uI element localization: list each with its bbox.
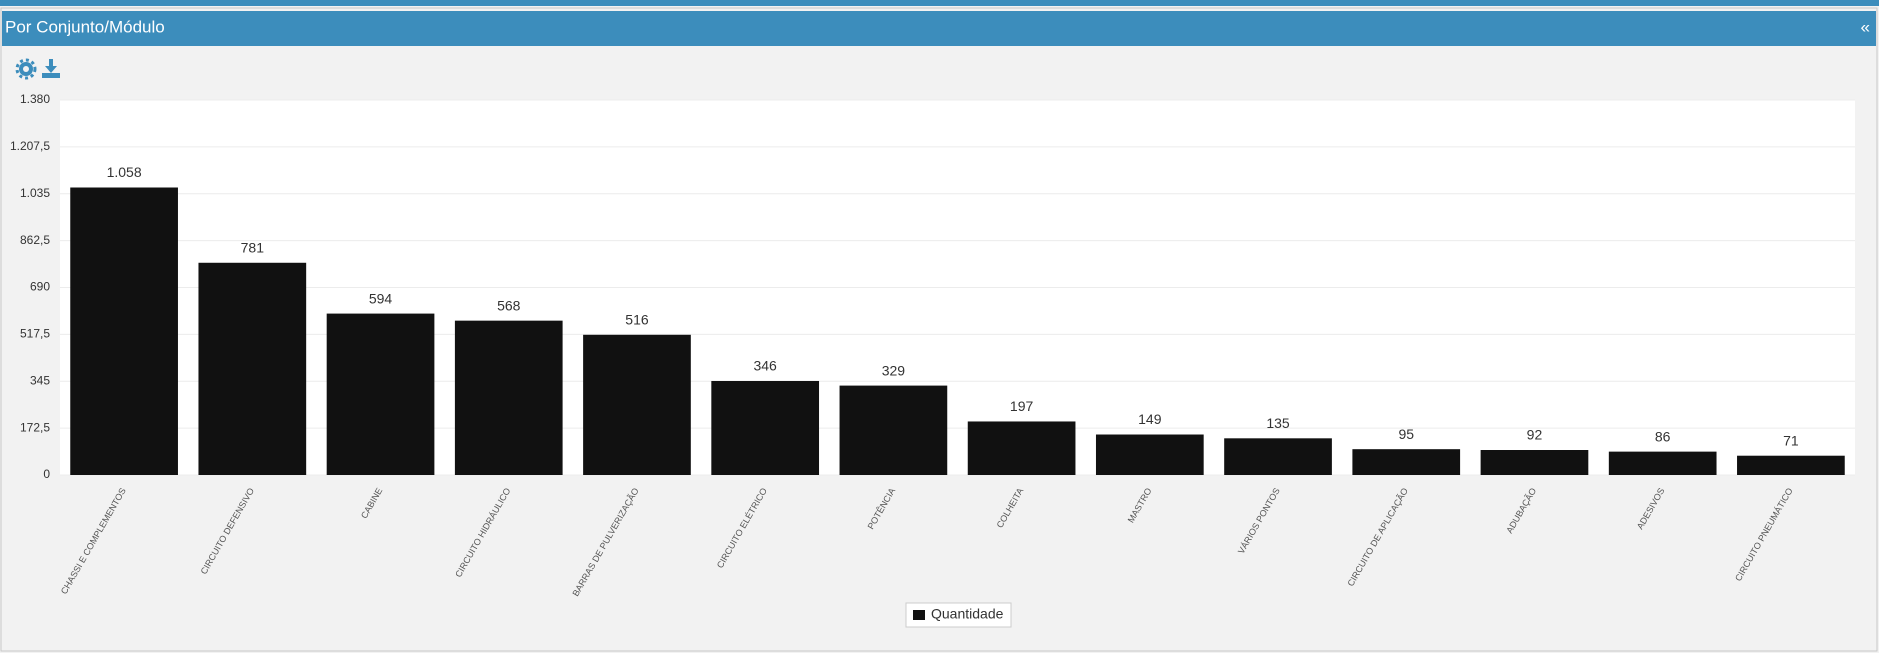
- data-label: 86: [1655, 428, 1671, 444]
- gear-teeth: [15, 58, 37, 80]
- bar: [1352, 449, 1461, 475]
- bar: [711, 380, 820, 475]
- bar: [1737, 455, 1845, 475]
- bar: [326, 313, 435, 475]
- data-label: 71: [1783, 432, 1799, 448]
- y-tick-label: 1.380: [20, 92, 50, 106]
- y-tick-label: 517,5: [20, 327, 50, 341]
- legend: Quantidade: [905, 602, 1012, 628]
- data-label: 92: [1527, 427, 1543, 443]
- data-label: 1.058: [107, 164, 142, 180]
- data-label: 197: [1010, 398, 1034, 414]
- legend-label: Quantidade: [931, 606, 1004, 622]
- bar: [839, 385, 948, 475]
- bar: [454, 320, 563, 475]
- data-label: 346: [753, 358, 777, 374]
- settings-icon[interactable]: [15, 58, 37, 80]
- data-label: 135: [1266, 415, 1290, 431]
- bar: [1224, 438, 1332, 475]
- y-tick-label: 862,5: [20, 233, 50, 247]
- y-tick-label: 345: [30, 373, 50, 387]
- bar: [198, 262, 307, 475]
- y-tick-label: 1.035: [20, 186, 50, 200]
- bar: [1480, 450, 1589, 475]
- data-label: 781: [241, 239, 265, 255]
- data-label: 516: [625, 311, 649, 327]
- download-icon[interactable]: [42, 59, 60, 78]
- bar: [1095, 434, 1204, 475]
- y-tick-label: 0: [43, 467, 50, 481]
- data-label: 149: [1138, 411, 1162, 427]
- data-label: 329: [882, 362, 906, 378]
- tray: [42, 73, 60, 78]
- collapse-button[interactable]: «: [1861, 17, 1870, 36]
- legend-swatch: [913, 610, 925, 620]
- arrow-head: [45, 66, 57, 73]
- bar: [967, 421, 1076, 475]
- arrow-shaft: [49, 59, 53, 68]
- data-label: 594: [369, 290, 393, 306]
- bar: [583, 334, 691, 475]
- y-tick-label: 1.207,5: [10, 139, 50, 153]
- y-tick-label: 690: [30, 280, 50, 294]
- top-bar: [0, 0, 1879, 6]
- panel-title: Por Conjunto/Módulo: [5, 17, 165, 36]
- y-tick-label: 172,5: [20, 420, 50, 434]
- bar: [1608, 451, 1717, 475]
- data-label: 95: [1398, 426, 1414, 442]
- bar: [70, 187, 178, 475]
- gear-hole: [23, 66, 29, 72]
- panel-header: [2, 11, 1876, 46]
- data-label: 568: [497, 297, 521, 313]
